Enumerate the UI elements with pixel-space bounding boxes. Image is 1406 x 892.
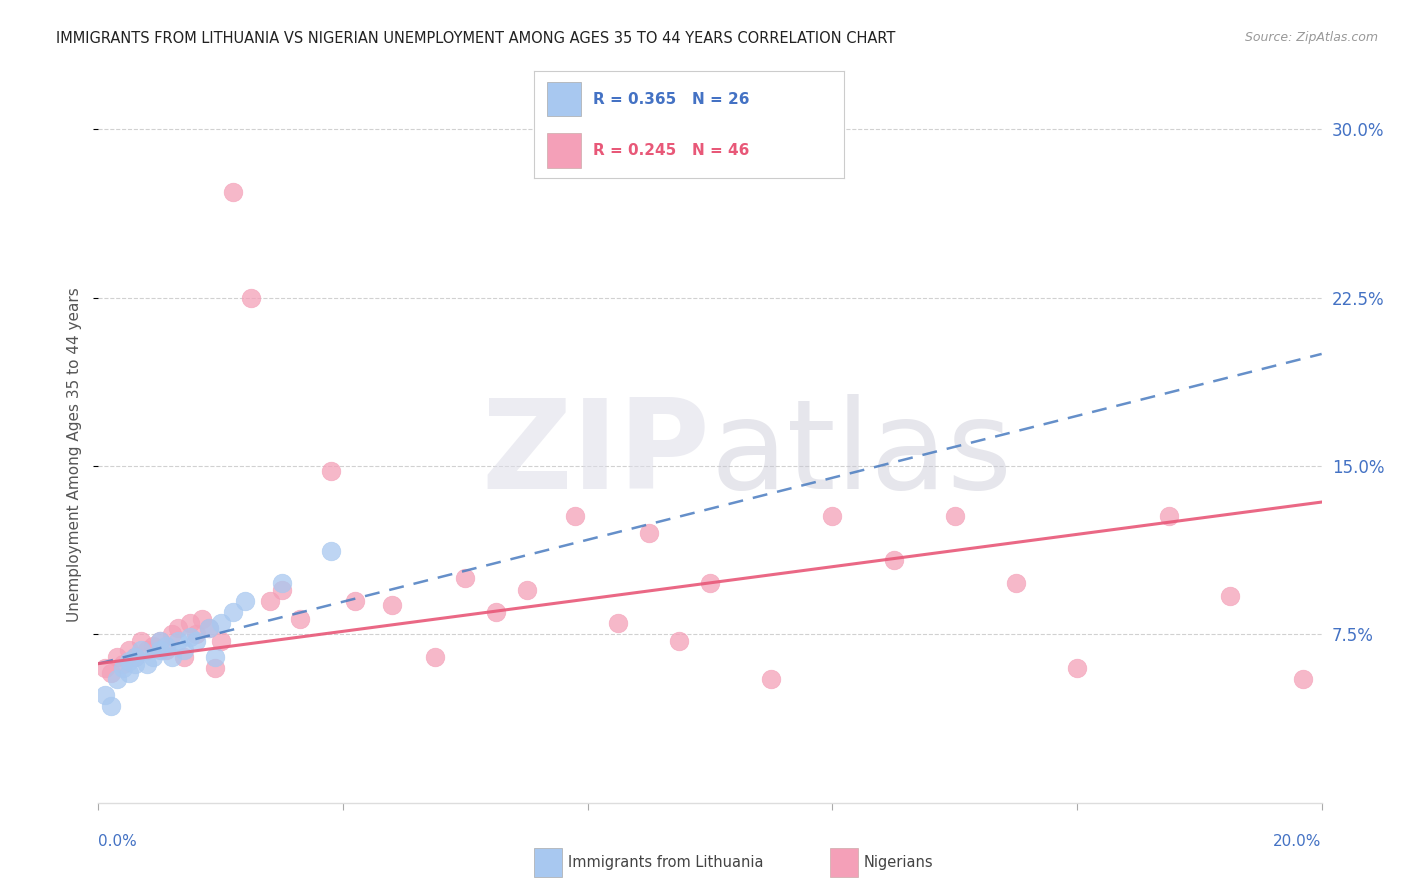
Point: [167, 634, 190, 648]
Text: 20.0%: 20.0%: [1274, 834, 1322, 849]
Point: [149, 634, 172, 648]
Point: [149, 634, 172, 648]
Point: [197, 621, 219, 635]
Point: [516, 582, 538, 597]
Point: [240, 291, 263, 305]
Point: [319, 464, 342, 478]
Point: [118, 643, 141, 657]
Point: [197, 621, 219, 635]
Point: [1219, 590, 1241, 604]
Text: Nigerians: Nigerians: [863, 855, 934, 870]
Point: [668, 634, 690, 648]
Text: R = 0.365   N = 26: R = 0.365 N = 26: [593, 92, 749, 107]
Point: [564, 508, 586, 523]
Point: [118, 665, 141, 680]
Y-axis label: Unemployment Among Ages 35 to 44 years: Unemployment Among Ages 35 to 44 years: [67, 287, 83, 623]
Point: [943, 508, 966, 523]
Point: [100, 665, 122, 680]
Text: ZIP: ZIP: [481, 394, 710, 516]
Point: [111, 657, 134, 671]
Point: [124, 649, 146, 664]
Point: [423, 649, 446, 664]
Bar: [547, 82, 581, 116]
Bar: [547, 134, 581, 168]
Point: [173, 643, 195, 657]
Point: [118, 654, 141, 668]
Point: [204, 661, 226, 675]
Point: [179, 616, 201, 631]
Point: [186, 634, 208, 648]
Point: [124, 657, 146, 671]
Point: [136, 657, 159, 671]
Point: [136, 643, 159, 657]
Point: [270, 582, 292, 597]
Text: R = 0.245   N = 46: R = 0.245 N = 46: [593, 143, 749, 158]
Point: [105, 673, 128, 687]
Point: [167, 621, 190, 635]
Point: [191, 612, 214, 626]
Point: [485, 605, 508, 619]
Point: [209, 616, 232, 631]
Point: [124, 649, 146, 664]
Point: [129, 634, 152, 648]
Text: Immigrants from Lithuania: Immigrants from Lithuania: [568, 855, 763, 870]
Point: [222, 605, 245, 619]
Point: [155, 639, 177, 653]
Point: [93, 661, 115, 675]
Point: [155, 643, 177, 657]
Point: [270, 575, 292, 590]
Point: [883, 553, 905, 567]
Point: [454, 571, 477, 585]
Point: [290, 612, 312, 626]
Point: [1066, 661, 1088, 675]
Point: [111, 661, 134, 675]
Point: [160, 649, 183, 664]
Point: [93, 688, 115, 702]
Point: [821, 508, 844, 523]
Text: atlas: atlas: [710, 394, 1012, 516]
Point: [173, 649, 195, 664]
Point: [259, 594, 281, 608]
Point: [105, 649, 128, 664]
Point: [344, 594, 367, 608]
Text: IMMIGRANTS FROM LITHUANIA VS NIGERIAN UNEMPLOYMENT AMONG AGES 35 TO 44 YEARS COR: IMMIGRANTS FROM LITHUANIA VS NIGERIAN UN…: [56, 31, 896, 46]
Point: [759, 673, 782, 687]
Point: [1292, 673, 1315, 687]
Point: [100, 699, 122, 714]
Point: [1004, 575, 1026, 590]
Point: [1157, 508, 1180, 523]
Point: [607, 616, 630, 631]
Text: Source: ZipAtlas.com: Source: ZipAtlas.com: [1244, 31, 1378, 45]
Point: [699, 575, 721, 590]
Point: [222, 186, 245, 200]
Point: [319, 544, 342, 558]
Point: [209, 634, 232, 648]
Point: [381, 599, 404, 613]
Point: [179, 630, 201, 644]
Point: [160, 627, 183, 641]
Point: [637, 526, 661, 541]
Point: [142, 649, 165, 664]
Point: [142, 639, 165, 653]
Point: [204, 649, 226, 664]
Point: [149, 643, 172, 657]
Text: 0.0%: 0.0%: [98, 834, 138, 849]
Point: [186, 627, 208, 641]
Point: [233, 594, 256, 608]
Point: [129, 643, 152, 657]
